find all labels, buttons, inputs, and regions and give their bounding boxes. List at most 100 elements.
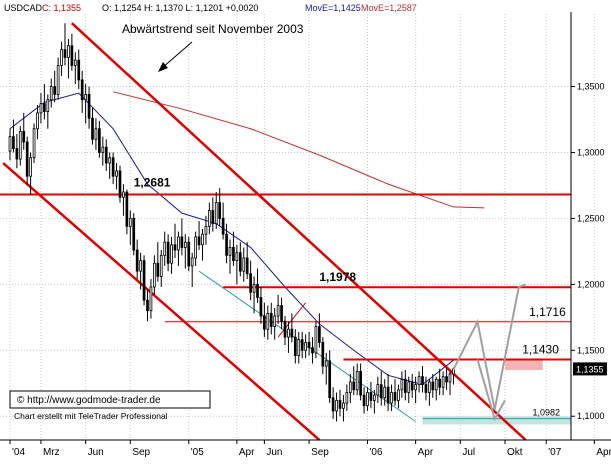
candle-body xyxy=(122,191,125,198)
candle-body xyxy=(290,328,294,338)
candle-body xyxy=(369,392,373,401)
candle-body xyxy=(300,339,304,351)
candle-body xyxy=(397,389,400,401)
candle-body xyxy=(235,252,239,262)
candle-body xyxy=(414,384,417,391)
time-tick-label: Jul xyxy=(462,447,475,458)
candle-body xyxy=(269,312,273,327)
projection-path xyxy=(452,283,527,422)
candle-body xyxy=(366,392,369,407)
level-label: 1,0982 xyxy=(533,408,561,418)
time-tick-label: Sep xyxy=(132,447,150,458)
level-label: 1,1978 xyxy=(319,270,356,284)
candle-body xyxy=(410,381,414,391)
arrow-head-icon xyxy=(158,62,168,72)
candle-body xyxy=(400,378,404,391)
candle-body xyxy=(407,381,411,393)
candle-body xyxy=(331,397,335,412)
candle-body xyxy=(194,236,197,259)
candle-body xyxy=(376,384,380,396)
candle-body xyxy=(441,376,445,388)
candle-body xyxy=(283,320,287,338)
candle-body xyxy=(228,247,232,256)
candle-body xyxy=(208,210,211,227)
candle-body xyxy=(60,49,63,66)
time-tick-label: Apr xyxy=(239,447,255,458)
candle-body xyxy=(338,399,342,409)
candle-body xyxy=(25,141,29,177)
candle-body xyxy=(149,286,153,312)
candle-body xyxy=(91,117,94,140)
candle-body xyxy=(139,260,142,272)
trend-annotation: Abwärtstrend seit November 2003 xyxy=(122,22,304,36)
chart-header: USDCAD C: 1,1355 O: 1,1254 H: 1,1370 L: … xyxy=(4,3,417,13)
candle-body xyxy=(101,146,105,153)
candle-body xyxy=(383,386,387,399)
candle-body xyxy=(173,244,177,251)
symbol-label: USDCAD xyxy=(4,3,43,13)
support-trendline xyxy=(198,270,416,422)
candle-body xyxy=(12,136,15,149)
candle-body xyxy=(328,360,332,399)
candle-body xyxy=(177,236,180,251)
candle-body xyxy=(56,65,60,95)
candle-body xyxy=(118,170,122,198)
level-label: 1,1716 xyxy=(529,305,566,319)
candle-body xyxy=(297,339,301,356)
candle-body xyxy=(108,157,112,164)
candle-body xyxy=(153,262,156,288)
trend-annotation-arrow xyxy=(161,41,193,69)
price-tick-label: 1,2500 xyxy=(577,213,605,223)
candle-body xyxy=(221,218,225,235)
candle-body xyxy=(238,252,242,272)
watermark-box xyxy=(9,390,211,409)
candle-body xyxy=(53,86,57,95)
candle-body xyxy=(63,49,67,58)
time-tick-label: '06 xyxy=(370,447,383,458)
level-label: 1,2681 xyxy=(134,176,171,190)
candle-body xyxy=(318,326,321,343)
candle-body xyxy=(22,130,26,143)
candle-body xyxy=(445,376,448,383)
candle-body xyxy=(359,370,362,396)
candle-body xyxy=(128,218,132,227)
candle-body xyxy=(8,136,12,152)
candle-body xyxy=(355,370,359,391)
candle-body xyxy=(273,315,277,327)
time-axis: '04 Mrz Jun Sep '05 Apr Jun Sep '06 Apr Jul Okt '07 A… xyxy=(9,440,611,458)
candle-body xyxy=(431,381,435,391)
candle-body xyxy=(390,392,393,404)
candle-body xyxy=(94,128,98,140)
candle-body xyxy=(80,79,84,101)
candle-body xyxy=(342,402,345,409)
candle-body xyxy=(362,394,366,407)
candle-body xyxy=(448,373,452,383)
time-tick-label: Apr xyxy=(418,447,434,458)
close-label: C: 1,1355 xyxy=(42,3,81,13)
candle-body xyxy=(77,59,81,81)
projection-path-down xyxy=(476,359,506,422)
candle-body xyxy=(386,386,390,404)
candle-body xyxy=(424,384,428,393)
candle-body xyxy=(345,392,349,404)
watermark-text: © http://www.godmode-trader.de xyxy=(17,395,161,406)
candle-body xyxy=(111,157,115,177)
candle-body xyxy=(280,305,283,322)
candle-body xyxy=(276,305,280,317)
candle-body xyxy=(218,202,222,219)
candle-body xyxy=(421,376,424,385)
support-zone xyxy=(422,416,571,425)
credit-text: Chart erstellt mit TeleTrader Profession… xyxy=(14,411,168,421)
candle-body xyxy=(18,130,22,160)
last-price-tag xyxy=(573,362,607,376)
candle-body xyxy=(125,191,129,227)
candle-body xyxy=(70,45,74,66)
candle-body xyxy=(324,360,328,367)
candle-body xyxy=(379,384,383,399)
candle-body xyxy=(252,283,256,293)
resistance-zone xyxy=(505,359,543,371)
candle-body xyxy=(417,376,421,385)
candle-body xyxy=(249,273,252,293)
candle-body xyxy=(46,99,50,112)
candle-body xyxy=(73,59,77,66)
